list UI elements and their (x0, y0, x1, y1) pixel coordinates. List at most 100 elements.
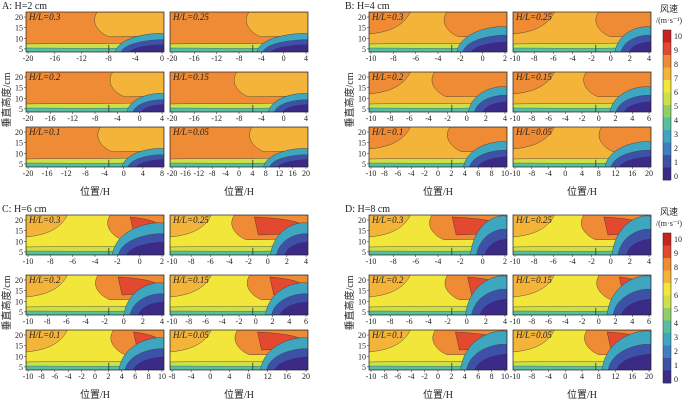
x-tick-label: 4 (580, 169, 584, 178)
x-tick-label: -4 (258, 54, 265, 63)
wake-zone (479, 299, 507, 315)
contour-panel: H/L=0.05 -10 -8 -4 0 4 8 12 16 20 (510, 126, 653, 178)
x-tick-label: -6 (406, 317, 413, 326)
contour-panel: H/L=0.15 -20 -16 -12 -8 -4 0 4 (167, 71, 309, 123)
colorbar-tick-label: 9 (674, 249, 678, 258)
panel-label: H/L=0.1 (28, 330, 60, 340)
y-tick-label: 20 (15, 73, 23, 82)
x-tick-label: -4 (222, 169, 229, 178)
x-tick-label: 0 (254, 317, 258, 326)
wake-zone (621, 299, 651, 315)
wake-zone (140, 104, 164, 112)
colorbar-tick-label: 7 (674, 74, 678, 83)
x-tick-label: -4 (425, 114, 432, 123)
y-tick-label: 15 (358, 139, 366, 148)
colorbar-swatch (663, 270, 671, 284)
x-tick-label: -12 (211, 54, 222, 63)
colorbar-tick-label: 7 (674, 277, 678, 286)
x-tick-label: 0 (436, 372, 440, 381)
x-tick-label: -8 (44, 317, 51, 326)
panel-group-4: D: H=8 cm 垂直高度/cm 位置/H 位置/H H/L=0.3 -10 -8 -6 -4… (343, 204, 682, 400)
x-tick-label: -6 (545, 114, 552, 123)
x-tick-label: -6 (202, 317, 209, 326)
x-tick-label: -4 (545, 169, 552, 178)
x-tick-label: -8 (105, 54, 112, 63)
x-tick-label: 0 (563, 169, 567, 178)
x-tick-label: 8 (597, 372, 601, 381)
x-tick-label: -10 (366, 169, 377, 178)
x-tick-label: 16 (628, 169, 636, 178)
y-axis-label: 垂直高度/cm (0, 72, 13, 127)
colorbar-title: 风速 (660, 4, 678, 14)
panel-label: H/L=0.25 (515, 215, 552, 225)
x-tick-label: 4 (580, 372, 584, 381)
x-tick-label: -16 (49, 54, 60, 63)
wake-zone (277, 159, 308, 167)
wake-zone (484, 239, 507, 255)
y-tick-label: 15 (358, 84, 366, 93)
group-title: B: H=4 cm (345, 1, 390, 12)
x-tick-label: 0 (93, 372, 97, 381)
y-tick-label: 10 (358, 94, 366, 103)
x-tick-label: 0 (609, 257, 613, 266)
y-tick-label: 20 (358, 276, 366, 285)
x-tick-label: -16 (189, 114, 200, 123)
y-axis-label: 垂直高度/cm (343, 72, 356, 127)
x-tick-label: 4 (647, 54, 651, 63)
x-tick-label: -12 (193, 169, 204, 178)
x-tick-label: -8 (531, 257, 538, 266)
x-tick-label: -12 (67, 114, 78, 123)
x-tick-label: 4 (304, 114, 308, 123)
x-tick-label: -6 (394, 372, 401, 381)
x-tick-label: -10 (366, 372, 377, 381)
colorbar-swatch (663, 320, 671, 334)
x-tick-label: -2 (588, 54, 595, 63)
panel-group-2: B: H=4 cm 垂直高度/cm 位置/H 位置/H H/L=0.3 -10 -8 -6 -4… (343, 1, 682, 198)
colorbar-swatch (663, 67, 671, 81)
panel-frame (169, 214, 309, 256)
wake-zone (135, 159, 164, 167)
x-tick-label: 0 (122, 317, 126, 326)
x-tick-label: -2 (588, 257, 595, 266)
x-tick-label: -8 (528, 169, 535, 178)
x-tick-label: -6 (412, 257, 419, 266)
y-tick-label: 20 (15, 331, 23, 340)
x-tick-label: 0 (160, 54, 164, 63)
colorbar-tick-label: 0 (674, 375, 678, 384)
y-tick-label: 5 (362, 105, 366, 114)
colorbar-swatch (663, 345, 671, 359)
x-tick-label: 4 (141, 169, 145, 178)
wake-zone (282, 104, 308, 112)
x-tick-label: -2 (421, 169, 428, 178)
x-tick-label: 0 (282, 54, 286, 63)
y-tick-label: 20 (15, 128, 23, 137)
panel-frame (25, 274, 165, 316)
y-tick-label: 10 (15, 352, 23, 361)
y-tick-label: 5 (362, 248, 366, 257)
x-tick-label: -8 (236, 54, 243, 63)
x-tick-label: -8 (387, 317, 394, 326)
x-tick-label: -20 (167, 114, 178, 123)
x-tick-label: -8 (92, 114, 99, 123)
wake-zone (477, 156, 507, 167)
y-axis-label: 垂直高度/cm (0, 275, 13, 330)
x-tick-label: 0 (465, 317, 469, 326)
x-tick-label: -4 (569, 257, 576, 266)
x-tick-label: -8 (209, 169, 216, 178)
y-tick-label: 20 (15, 216, 23, 225)
x-axis-label: 位置/H (224, 388, 254, 400)
x-tick-label: 2 (484, 317, 488, 326)
colorbar-swatch (663, 55, 671, 68)
panel-frame (512, 214, 652, 256)
y-tick-label: 20 (15, 13, 23, 22)
x-tick-label: 6 (133, 372, 137, 381)
y-tick-label: 5 (19, 105, 23, 114)
